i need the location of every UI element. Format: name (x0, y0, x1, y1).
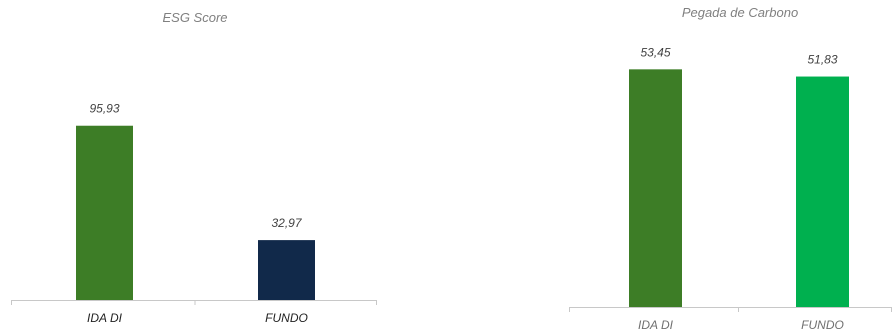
bar-ida-di (629, 69, 682, 307)
x-tick-label: FUNDO (801, 318, 844, 330)
data-label: 51,83 (807, 53, 837, 67)
data-label: 95,93 (89, 102, 119, 116)
data-label: 53,45 (640, 45, 670, 59)
bar-fundo (796, 76, 849, 307)
x-tick-label: IDA DI (638, 318, 674, 330)
carbon-footprint-chart: Pegada de Carbono 53,45 IDA DI 51,83 FUNDO (569, 5, 892, 330)
x-tick-label: FUNDO (265, 311, 308, 325)
bar-fundo (258, 240, 315, 300)
esg-score-chart: ESG Score 95,93 IDA DI 32,97 FUNDO (11, 10, 377, 325)
chart-title-esg-score: ESG Score (162, 10, 227, 25)
data-label: 32,97 (271, 216, 302, 230)
chart-title-carbon-footprint: Pegada de Carbono (682, 5, 798, 20)
x-tick-label: IDA DI (87, 311, 123, 325)
bar-ida-di (76, 125, 133, 300)
